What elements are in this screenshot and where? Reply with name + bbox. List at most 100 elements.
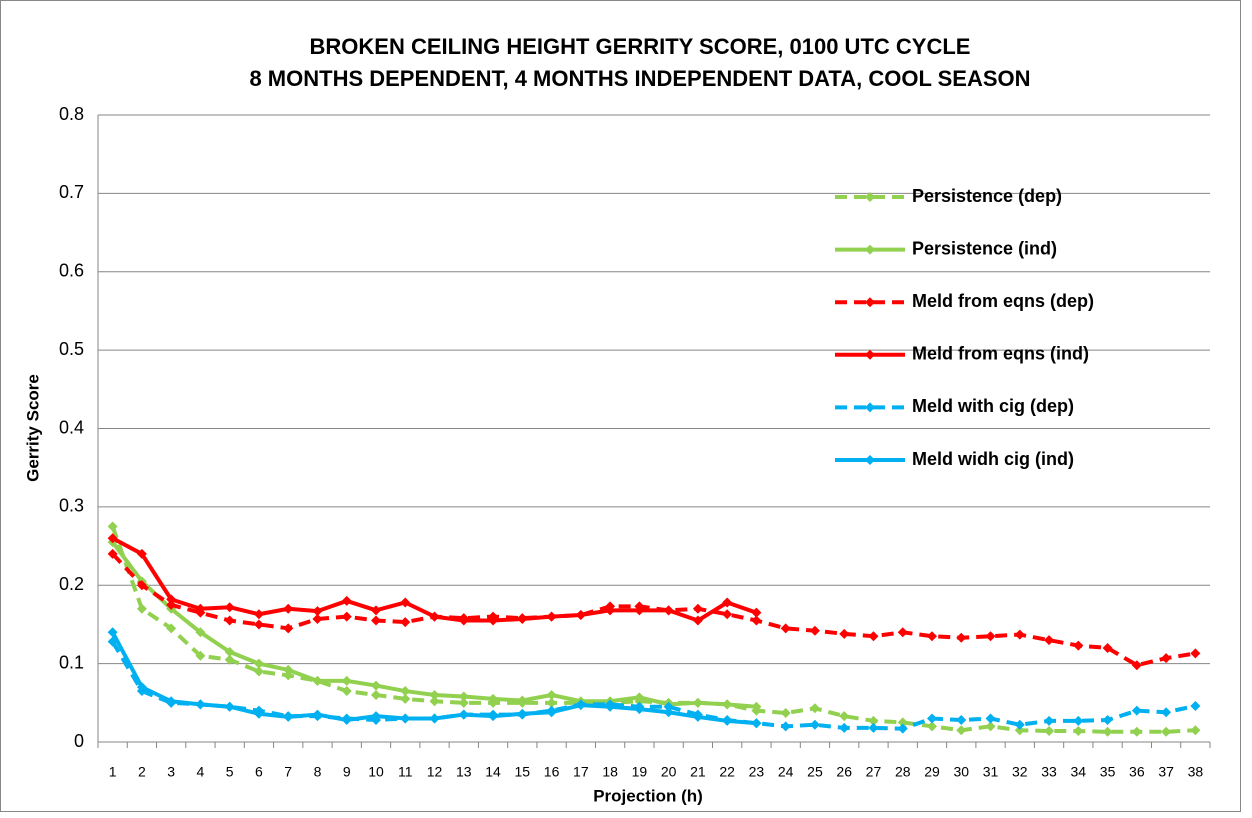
data-point — [809, 719, 820, 730]
x-tick-label: 20 — [661, 764, 677, 780]
x-tick-label: 35 — [1100, 764, 1116, 780]
data-point — [780, 721, 791, 732]
data-point — [605, 701, 616, 712]
data-point — [429, 696, 440, 707]
data-point — [1161, 707, 1172, 718]
chart-title: BROKEN CEILING HEIGHT GERRITY SCORE, 010… — [310, 34, 971, 59]
y-tick-label: 0.5 — [59, 339, 84, 359]
data-point — [107, 548, 118, 559]
data-point — [663, 605, 674, 616]
data-point — [546, 697, 557, 708]
data-point — [722, 699, 733, 710]
data-point — [897, 717, 908, 728]
x-tick-label: 31 — [983, 764, 999, 780]
data-point — [751, 701, 762, 712]
data-point — [166, 696, 177, 707]
data-point — [312, 613, 323, 624]
data-point — [341, 715, 352, 726]
x-tick-label: 16 — [544, 764, 560, 780]
x-tick-label: 32 — [1012, 764, 1028, 780]
series-line — [111, 552, 1196, 668]
data-point — [400, 713, 411, 724]
data-point — [400, 693, 411, 704]
data-point — [1131, 660, 1142, 671]
legend-label: Meld with cig (dep) — [912, 396, 1074, 416]
data-point — [839, 628, 850, 639]
data-point — [517, 613, 528, 624]
y-tick-label: 0.7 — [59, 182, 84, 202]
data-point — [897, 627, 908, 638]
data-point — [195, 603, 206, 614]
legend-label: Persistence (ind) — [912, 238, 1057, 258]
data-point — [1044, 715, 1055, 726]
x-tick-label: 29 — [924, 764, 940, 780]
data-point — [283, 711, 294, 722]
data-point — [839, 711, 850, 722]
x-tick-label: 5 — [226, 764, 234, 780]
data-point — [341, 686, 352, 697]
data-point — [956, 725, 967, 736]
y-tick-label: 0.3 — [59, 496, 84, 516]
x-tick-label: 36 — [1129, 764, 1145, 780]
data-point — [575, 700, 586, 711]
data-point — [1161, 653, 1172, 664]
legend-label: Meld from eqns (ind) — [912, 344, 1089, 364]
data-point — [107, 521, 118, 532]
data-point — [780, 623, 791, 634]
data-point — [722, 715, 733, 726]
x-tick-label: 9 — [343, 764, 351, 780]
x-tick-label: 4 — [197, 764, 205, 780]
data-point — [195, 699, 206, 710]
data-point — [488, 615, 499, 626]
legend-marker — [865, 192, 875, 202]
x-tick-label: 34 — [1071, 764, 1087, 780]
data-point — [575, 610, 586, 621]
data-point — [195, 650, 206, 661]
data-point — [1014, 725, 1025, 736]
data-point — [868, 722, 879, 733]
data-point — [546, 611, 557, 622]
x-axis-label: Projection (h) — [593, 786, 703, 805]
data-point — [839, 722, 850, 733]
data-point — [663, 707, 674, 718]
data-point — [1014, 629, 1025, 640]
data-point — [722, 597, 733, 608]
data-point — [1102, 642, 1113, 653]
data-point — [692, 711, 703, 722]
data-point — [371, 605, 381, 616]
legend-label: Persistence (dep) — [912, 186, 1062, 206]
data-point — [751, 718, 762, 729]
data-point — [927, 631, 937, 642]
x-tick-label: 26 — [836, 764, 852, 780]
x-tick-label: 33 — [1041, 764, 1057, 780]
data-point — [1190, 648, 1201, 659]
data-point — [1014, 719, 1025, 730]
x-tick-label: 18 — [602, 764, 618, 780]
data-point — [166, 599, 177, 610]
y-tick-label: 0.8 — [59, 104, 84, 124]
data-point — [985, 631, 996, 642]
data-point — [1102, 715, 1113, 726]
data-point — [985, 713, 996, 724]
x-tick-label: 17 — [573, 764, 589, 780]
legend-marker — [865, 455, 875, 465]
data-point — [253, 609, 264, 620]
series-line — [110, 525, 1196, 734]
data-point — [224, 646, 235, 657]
data-point — [312, 675, 323, 686]
legend-label: Meld from eqns (dep) — [912, 291, 1094, 311]
x-tick-label: 19 — [632, 764, 648, 780]
data-point — [312, 606, 323, 617]
data-point — [253, 619, 264, 630]
data-point — [224, 615, 235, 626]
legend-marker — [865, 244, 875, 255]
legend-marker — [865, 402, 875, 413]
data-point — [429, 689, 440, 700]
data-point — [634, 704, 645, 715]
data-point — [429, 713, 440, 724]
data-point — [605, 605, 616, 616]
x-tick-label: 25 — [807, 764, 823, 780]
data-point — [195, 627, 206, 638]
